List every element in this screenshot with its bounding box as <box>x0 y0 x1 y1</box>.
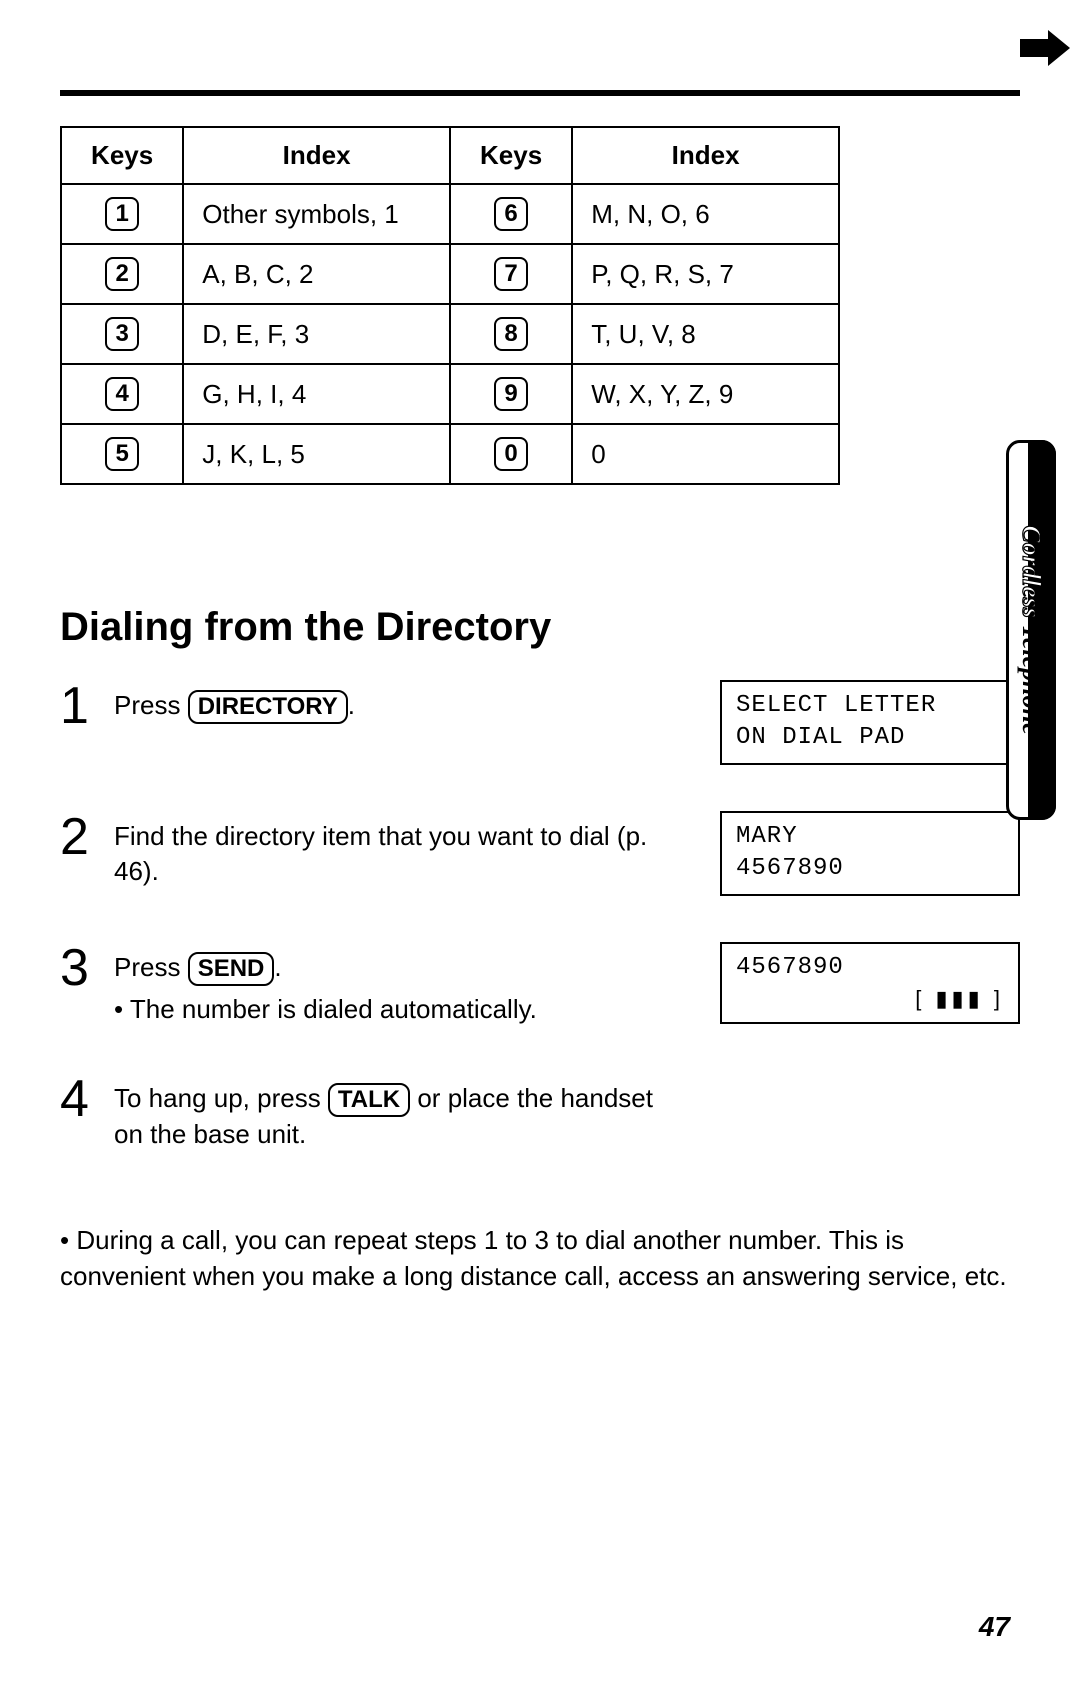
key-cell: 0 <box>450 424 572 484</box>
key-cell: 4 <box>61 364 183 424</box>
step-number: 1 <box>60 680 100 732</box>
page-number: 47 <box>979 1611 1010 1643</box>
signal-bars-icon: [ ▮▮▮ ] <box>736 984 1004 1014</box>
step: 4 To hang up, press TALK or place the han… <box>60 1073 1020 1152</box>
keycap-icon: 8 <box>494 317 528 351</box>
manual-page: Keys Index Keys Index 1 Other symbols, 1 6… <box>0 0 1080 1683</box>
step-display: MARY 4567890 <box>720 811 1020 896</box>
side-tab-word2: Telephone <box>1017 624 1046 734</box>
key-cell: 7 <box>450 244 572 304</box>
step-number: 2 <box>60 811 100 863</box>
table-row: 2 A, B, C, 2 7 P, Q, R, S, 7 <box>61 244 839 304</box>
keycap-icon: 7 <box>494 257 528 291</box>
button-cap: TALK <box>328 1083 410 1117</box>
lcd-screen: 4567890[ ▮▮▮ ] <box>720 942 1020 1024</box>
section-heading: Dialing from the Directory <box>60 605 1020 650</box>
top-rule <box>60 90 1020 96</box>
key-cell: 2 <box>61 244 183 304</box>
step-line: Find the directory item that you want to… <box>114 821 647 886</box>
step: 2 Find the directory item that you want t… <box>60 811 1020 896</box>
table-row: 5 J, K, L, 5 0 0 <box>61 424 839 484</box>
table-row: 1 Other symbols, 1 6 M, N, O, 6 <box>61 184 839 244</box>
step-text: Find the directory item that you want to… <box>114 811 676 889</box>
col-keys-1: Keys <box>61 127 183 184</box>
col-index-1: Index <box>183 127 450 184</box>
index-cell: J, K, L, 5 <box>183 424 450 484</box>
step-display: 4567890[ ▮▮▮ ] <box>720 942 1020 1024</box>
step-text: Press SEND. • The number is dialed automa… <box>114 942 676 1027</box>
index-cell: D, E, F, 3 <box>183 304 450 364</box>
section-side-tab: Cordless Telephone <box>1006 440 1056 820</box>
key-cell: 3 <box>61 304 183 364</box>
table-row: 3 D, E, F, 3 8 T, U, V, 8 <box>61 304 839 364</box>
col-index-2: Index <box>572 127 839 184</box>
col-keys-2: Keys <box>450 127 572 184</box>
step-bullet: • The number is dialed automatically. <box>114 992 676 1027</box>
index-cell: P, Q, R, S, 7 <box>572 244 839 304</box>
index-cell: M, N, O, 6 <box>572 184 839 244</box>
footnote: • During a call, you can repeat steps 1 … <box>60 1222 1020 1295</box>
step: 1 Press DIRECTORY. SELECT LETTER ON DIAL P… <box>60 680 1020 765</box>
side-tab-word1: Cordless <box>1017 525 1046 617</box>
keycap-icon: 3 <box>105 317 139 351</box>
index-cell: Other symbols, 1 <box>183 184 450 244</box>
button-cap: DIRECTORY <box>188 690 348 724</box>
index-cell: T, U, V, 8 <box>572 304 839 364</box>
step-line: Press SEND. <box>114 952 282 982</box>
lcd-screen: SELECT LETTER ON DIAL PAD <box>720 680 1020 765</box>
keycap-icon: 2 <box>105 257 139 291</box>
lcd-screen: MARY 4567890 <box>720 811 1020 896</box>
side-tab-label: Cordless Telephone <box>1016 525 1046 734</box>
key-cell: 6 <box>450 184 572 244</box>
key-cell: 1 <box>61 184 183 244</box>
step-number: 4 <box>60 1073 100 1125</box>
button-cap: SEND <box>188 952 275 986</box>
index-cell: A, B, C, 2 <box>183 244 450 304</box>
keycap-icon: 1 <box>105 197 139 231</box>
keycap-icon: 4 <box>105 377 139 411</box>
key-cell: 5 <box>61 424 183 484</box>
keycap-icon: 0 <box>494 437 528 471</box>
key-cell: 8 <box>450 304 572 364</box>
index-cell: G, H, I, 4 <box>183 364 450 424</box>
step-line: To hang up, press TALK or place the hand… <box>114 1083 653 1149</box>
step-number: 3 <box>60 942 100 994</box>
keycap-icon: 6 <box>494 197 528 231</box>
key-cell: 9 <box>450 364 572 424</box>
index-cell: 0 <box>572 424 839 484</box>
keycap-icon: 5 <box>105 437 139 471</box>
step-line: Press DIRECTORY. <box>114 690 355 720</box>
table-row: 4 G, H, I, 4 9 W, X, Y, Z, 9 <box>61 364 839 424</box>
step: 3 Press SEND. • The number is dialed autom… <box>60 942 1020 1027</box>
index-cell: W, X, Y, Z, 9 <box>572 364 839 424</box>
keys-index-table: Keys Index Keys Index 1 Other symbols, 1 6… <box>60 126 840 485</box>
steps-list: 1 Press DIRECTORY. SELECT LETTER ON DIAL P… <box>60 680 1020 1152</box>
keycap-icon: 9 <box>494 377 528 411</box>
step-display: SELECT LETTER ON DIAL PAD <box>720 680 1020 765</box>
step-text: Press DIRECTORY. <box>114 680 676 724</box>
step-text: To hang up, press TALK or place the hand… <box>114 1073 676 1152</box>
